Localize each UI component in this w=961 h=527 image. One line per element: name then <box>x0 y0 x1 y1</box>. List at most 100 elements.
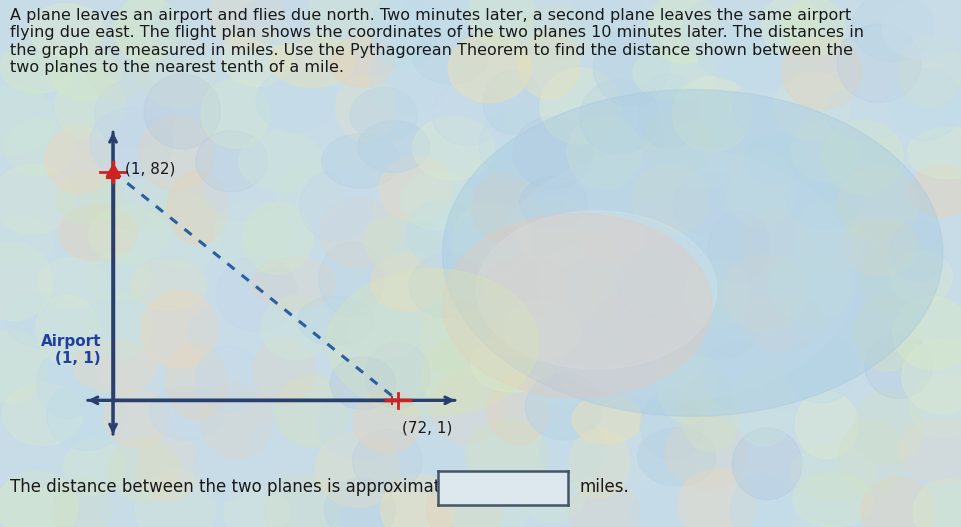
Ellipse shape <box>131 259 207 310</box>
Ellipse shape <box>448 34 530 102</box>
Ellipse shape <box>729 473 793 527</box>
Ellipse shape <box>617 249 683 318</box>
Ellipse shape <box>785 334 856 403</box>
Ellipse shape <box>570 0 645 43</box>
Ellipse shape <box>260 296 332 360</box>
Ellipse shape <box>679 373 739 451</box>
Ellipse shape <box>319 198 398 267</box>
Ellipse shape <box>369 39 450 113</box>
Ellipse shape <box>795 391 857 459</box>
Ellipse shape <box>60 204 136 261</box>
Ellipse shape <box>888 220 947 282</box>
Ellipse shape <box>731 77 802 138</box>
Ellipse shape <box>782 0 845 55</box>
Ellipse shape <box>567 115 641 190</box>
Ellipse shape <box>353 391 420 453</box>
Ellipse shape <box>793 293 860 347</box>
Ellipse shape <box>612 289 694 354</box>
Ellipse shape <box>487 374 549 445</box>
Ellipse shape <box>201 79 269 148</box>
Ellipse shape <box>308 0 383 49</box>
Ellipse shape <box>860 245 939 316</box>
Ellipse shape <box>769 251 851 322</box>
Ellipse shape <box>656 344 716 423</box>
Ellipse shape <box>479 110 557 182</box>
Ellipse shape <box>223 485 289 527</box>
Ellipse shape <box>592 293 657 352</box>
Ellipse shape <box>0 164 74 234</box>
Ellipse shape <box>274 375 349 447</box>
Ellipse shape <box>760 0 821 55</box>
Ellipse shape <box>352 430 422 492</box>
Ellipse shape <box>45 127 111 193</box>
Ellipse shape <box>264 474 341 527</box>
Ellipse shape <box>837 166 918 241</box>
Ellipse shape <box>85 22 151 99</box>
Ellipse shape <box>209 0 283 50</box>
Ellipse shape <box>240 0 318 44</box>
Ellipse shape <box>89 108 172 179</box>
Ellipse shape <box>256 69 335 132</box>
Ellipse shape <box>248 418 308 495</box>
Ellipse shape <box>206 160 277 220</box>
Ellipse shape <box>512 116 592 189</box>
Ellipse shape <box>682 0 763 64</box>
Ellipse shape <box>195 346 260 412</box>
Ellipse shape <box>539 68 620 144</box>
Ellipse shape <box>490 148 855 401</box>
Ellipse shape <box>53 479 112 527</box>
Ellipse shape <box>853 389 923 465</box>
Ellipse shape <box>380 157 452 221</box>
Ellipse shape <box>881 0 961 59</box>
Ellipse shape <box>565 178 625 230</box>
Ellipse shape <box>252 257 335 309</box>
Text: Airport
(1, 1): Airport (1, 1) <box>40 334 101 366</box>
Ellipse shape <box>335 74 396 141</box>
Ellipse shape <box>0 330 48 402</box>
Ellipse shape <box>569 428 629 499</box>
Ellipse shape <box>51 50 121 100</box>
Ellipse shape <box>0 242 53 320</box>
Ellipse shape <box>451 202 531 279</box>
Ellipse shape <box>137 432 199 501</box>
Ellipse shape <box>673 173 746 236</box>
Ellipse shape <box>731 428 801 500</box>
Ellipse shape <box>426 474 503 527</box>
Ellipse shape <box>315 432 401 507</box>
Ellipse shape <box>103 388 169 447</box>
Ellipse shape <box>430 370 504 444</box>
Ellipse shape <box>165 343 227 419</box>
Ellipse shape <box>370 253 446 311</box>
Ellipse shape <box>114 0 178 63</box>
Ellipse shape <box>525 374 603 440</box>
Ellipse shape <box>88 206 169 264</box>
Ellipse shape <box>741 292 824 352</box>
Ellipse shape <box>400 171 474 230</box>
Ellipse shape <box>516 6 601 57</box>
Ellipse shape <box>781 35 861 110</box>
Ellipse shape <box>0 0 65 54</box>
Ellipse shape <box>144 74 220 149</box>
Ellipse shape <box>46 382 126 451</box>
Ellipse shape <box>836 24 920 103</box>
Ellipse shape <box>593 27 668 106</box>
Ellipse shape <box>724 149 796 227</box>
Ellipse shape <box>347 304 418 359</box>
Ellipse shape <box>505 301 579 360</box>
Ellipse shape <box>632 46 717 100</box>
Ellipse shape <box>109 438 181 502</box>
Ellipse shape <box>468 0 534 48</box>
Ellipse shape <box>450 476 527 527</box>
Ellipse shape <box>399 441 471 494</box>
Ellipse shape <box>889 69 961 140</box>
Ellipse shape <box>698 31 781 81</box>
Text: A plane leaves an airport and flies due north. Two minutes later, a second plane: A plane leaves an airport and flies due … <box>10 8 863 75</box>
Ellipse shape <box>738 209 811 274</box>
Ellipse shape <box>5 119 74 176</box>
Ellipse shape <box>537 247 604 323</box>
Ellipse shape <box>421 340 482 411</box>
Ellipse shape <box>744 135 809 184</box>
Ellipse shape <box>822 120 902 194</box>
Ellipse shape <box>785 164 863 228</box>
Ellipse shape <box>901 339 961 413</box>
